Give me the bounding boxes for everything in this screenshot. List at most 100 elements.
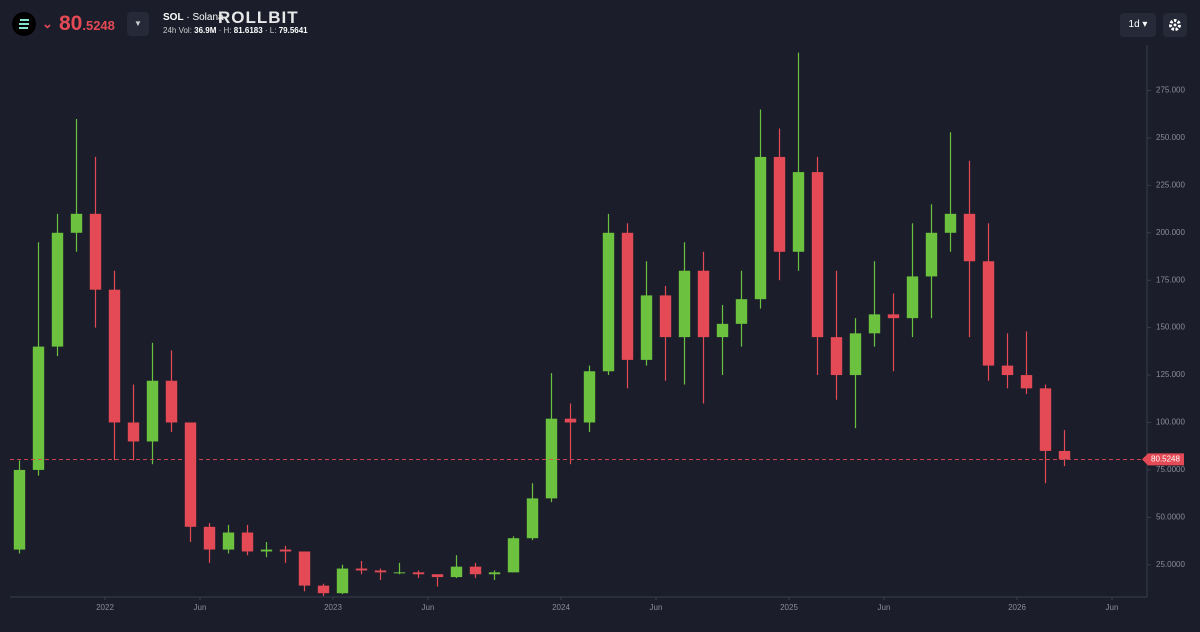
asset-name: · Solana bbox=[186, 12, 224, 23]
sol-logo bbox=[19, 19, 29, 29]
candle-body bbox=[735, 299, 748, 324]
y-tick-label: 175.000 bbox=[1156, 275, 1185, 284]
candle-body bbox=[279, 549, 292, 552]
candle-body bbox=[412, 572, 425, 575]
candle-body bbox=[431, 574, 444, 578]
sol-icon bbox=[12, 12, 36, 36]
candle-body bbox=[165, 380, 178, 423]
y-tick-label: 75.0000 bbox=[1156, 465, 1185, 474]
candle-body bbox=[260, 549, 273, 552]
low: 79.5641 bbox=[278, 26, 308, 35]
candle-body bbox=[355, 568, 368, 571]
vol-label: 24h Vol: bbox=[163, 26, 192, 35]
candle-body bbox=[545, 418, 558, 499]
y-tick-label: 100.000 bbox=[1156, 418, 1185, 427]
high: 81.6183 bbox=[233, 26, 263, 35]
candle-body bbox=[773, 156, 786, 252]
symbol-dropdown[interactable]: ▼ bbox=[127, 12, 149, 36]
y-tick-label: 150.000 bbox=[1156, 323, 1185, 332]
candle-body bbox=[146, 380, 159, 442]
candle-body bbox=[203, 526, 216, 550]
y-tick-label: 125.000 bbox=[1156, 370, 1185, 379]
y-tick-label: 275.000 bbox=[1156, 86, 1185, 95]
candle-body bbox=[811, 172, 824, 338]
stats: 24h Vol: 36.9M · H: 81.6183 · L: 79.5641 bbox=[163, 26, 308, 35]
candle-body bbox=[336, 568, 349, 594]
candle-body bbox=[488, 572, 501, 575]
candle-body bbox=[906, 276, 919, 319]
candle-body bbox=[526, 498, 539, 539]
interval-button[interactable]: 1d ▾ bbox=[1120, 13, 1156, 37]
price: 80.5248 bbox=[59, 12, 115, 35]
candle-body bbox=[659, 295, 672, 338]
x-tick-label: 2022 bbox=[96, 603, 114, 612]
candle-body bbox=[13, 469, 26, 550]
candle-body bbox=[393, 572, 406, 574]
x-tick-label: Jun bbox=[422, 603, 435, 612]
candle-body bbox=[982, 261, 995, 366]
x-tick-label: Jun bbox=[1106, 603, 1119, 612]
candle-body bbox=[830, 337, 843, 376]
candle-body bbox=[849, 333, 862, 376]
candle-body bbox=[374, 570, 387, 573]
x-tick-label: Jun bbox=[194, 603, 207, 612]
low-label: · L: bbox=[264, 26, 277, 35]
x-tick-label: Jun bbox=[878, 603, 891, 612]
x-tick-label: 2023 bbox=[324, 603, 342, 612]
price-tag-label: 80.5248 bbox=[1151, 455, 1180, 464]
candle-body bbox=[754, 156, 767, 300]
settings-button[interactable] bbox=[1163, 13, 1187, 37]
candle-body bbox=[450, 566, 463, 578]
candle-body bbox=[944, 213, 957, 233]
candle-body bbox=[469, 566, 482, 575]
candle-body bbox=[564, 418, 577, 423]
candle-body bbox=[697, 270, 710, 338]
x-tick-label: 2025 bbox=[780, 603, 798, 612]
candle-body bbox=[602, 232, 615, 372]
candle-body bbox=[70, 213, 83, 233]
brand: ROLLBIT bbox=[218, 8, 299, 27]
candle-body bbox=[792, 172, 805, 252]
candle-body bbox=[621, 232, 634, 360]
candle-body bbox=[1039, 388, 1052, 451]
y-tick-label: 225.000 bbox=[1156, 180, 1185, 189]
candle-body bbox=[241, 532, 254, 552]
candle-body bbox=[51, 232, 64, 347]
candle-body bbox=[298, 551, 311, 586]
gear bbox=[1169, 19, 1181, 31]
price-tag bbox=[1142, 453, 1184, 466]
high-label: · H: bbox=[218, 26, 232, 35]
candle-body bbox=[222, 532, 235, 550]
y-tick-label: 50.0000 bbox=[1156, 512, 1185, 521]
candle-body bbox=[963, 213, 976, 262]
candle-body bbox=[640, 295, 653, 360]
candle-body bbox=[1020, 375, 1033, 389]
y-tick-label: 200.000 bbox=[1156, 228, 1185, 237]
pair: SOL · Solana bbox=[163, 12, 224, 23]
candle-body bbox=[32, 346, 45, 470]
x-tick-label: 2024 bbox=[552, 603, 570, 612]
y-tick-label: 250.000 bbox=[1156, 133, 1185, 142]
candle-body bbox=[1058, 450, 1071, 460]
candle-body bbox=[89, 213, 102, 290]
x-tick-label: 2026 bbox=[1008, 603, 1026, 612]
y-tick-label: 25.0000 bbox=[1156, 560, 1185, 569]
candle-body bbox=[925, 232, 938, 277]
candle-body bbox=[127, 422, 140, 442]
candle-body bbox=[108, 289, 121, 423]
interval: 1d bbox=[1128, 19, 1140, 30]
candle-body bbox=[507, 538, 520, 573]
candle-body bbox=[868, 314, 881, 334]
down-arrow: ⌄ bbox=[42, 16, 53, 31]
header: ⌄ 80.5248 ▼ SOL · Solana ROLLBIT 24h Vol… bbox=[0, 0, 1200, 45]
candle-body bbox=[716, 323, 729, 338]
candle-body bbox=[184, 422, 197, 527]
candle-body bbox=[583, 371, 596, 423]
vol: 36.9M bbox=[194, 26, 217, 35]
x-tick-label: Jun bbox=[650, 603, 663, 612]
candle-body bbox=[317, 585, 330, 594]
symbol: SOL bbox=[163, 12, 184, 23]
candle-body bbox=[1001, 365, 1014, 376]
